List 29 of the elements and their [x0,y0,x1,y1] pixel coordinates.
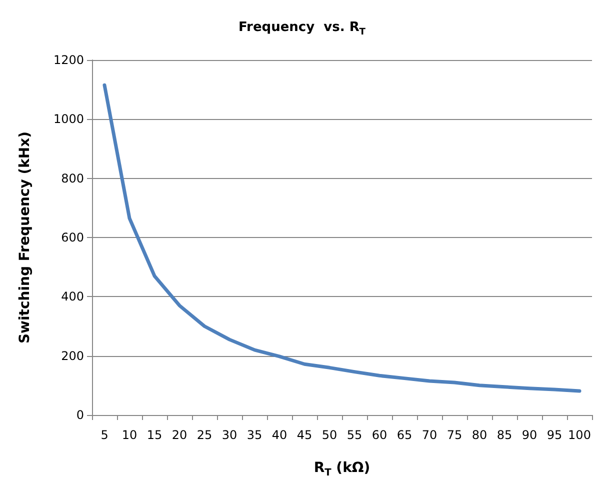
y-tick-label: 600 [61,230,84,244]
x-tick-label: 95 [546,428,562,442]
x-tick-label: 15 [146,428,162,442]
y-tick-label: 200 [61,348,84,363]
x-tick-label: 100 [568,428,591,442]
y-tick-label: 1200 [53,53,84,67]
line-series [102,83,582,393]
x-tick-label: 40 [272,428,288,442]
x-tick-label: 75 [446,428,462,442]
x-tick-label: 60 [372,428,388,442]
x-tick-label: 85 [496,428,512,442]
x-tick-label: 50 [322,428,338,442]
y-tick-label: 1000 [53,112,84,126]
x-tick-label: 20 [172,428,188,442]
x-tick-label: 70 [422,428,438,442]
x-tick-label: 10 [122,428,138,442]
y-tick-label: 0 [76,408,84,422]
y-tick-label: 400 [61,290,84,304]
x-tick-label: 45 [296,428,312,442]
x-tick-label: 30 [222,428,238,442]
x-tick-label: 35 [246,428,262,442]
x-tick-label: 25 [196,428,212,442]
y-axis-title: Switching Frequency (kHx) [17,131,33,344]
x-tick-label: 80 [472,428,488,442]
x-tick-label: 55 [346,428,362,442]
x-tick-label: 90 [522,428,538,442]
x-tick-label: 65 [396,428,412,442]
x-tick-label: 5 [100,428,108,442]
y-tick-label: 800 [61,171,84,186]
